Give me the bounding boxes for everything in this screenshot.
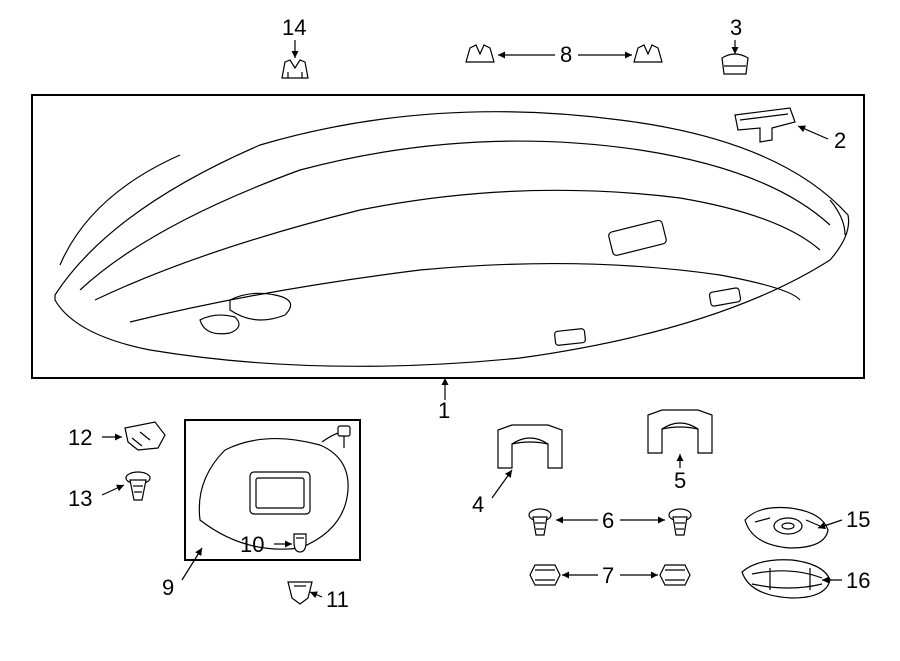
part-retainer-11: [288, 582, 312, 604]
part-bracket-2: [735, 108, 795, 142]
callout-9: 9: [162, 575, 174, 600]
callout-6: 6: [602, 508, 614, 533]
callout-1: 1: [438, 398, 450, 423]
part-nut-7-left: [530, 565, 560, 585]
part-grab-handle-left: [498, 425, 562, 468]
part-visor-clip-10: [294, 534, 306, 552]
parts-diagram: 1 2 3 4 5 6 7 8 9 10 11 12 13 14 15 16: [0, 0, 900, 661]
part-cap-3: [722, 54, 748, 74]
callout-16: 16: [846, 568, 870, 593]
callout-10: 10: [240, 532, 264, 557]
callout-3: 3: [730, 15, 742, 40]
part-nut-7-right: [660, 565, 690, 585]
part-sun-visor: [199, 426, 350, 549]
callout-12: 12: [68, 425, 92, 450]
callout-11: 11: [326, 587, 349, 612]
callout-8: 8: [560, 42, 572, 67]
callout-7: 7: [602, 563, 614, 588]
part-headliner: [55, 108, 849, 366]
part-grab-handle-right: [648, 410, 712, 453]
part-screw-13: [126, 472, 150, 500]
callout-15: 15: [846, 507, 870, 532]
callout-14: 14: [282, 15, 306, 40]
part-overhead-console: [745, 508, 828, 549]
part-bolt-6-right: [669, 509, 691, 535]
part-clip-8-left: [466, 45, 494, 62]
callout-2: 2: [834, 128, 846, 153]
callout-5: 5: [674, 468, 686, 493]
part-visor-support-clip: [125, 422, 165, 450]
part-clip-8-right: [634, 45, 662, 62]
part-clip-14: [282, 60, 308, 78]
callout-4: 4: [472, 492, 484, 517]
part-console-bezel: [742, 560, 830, 598]
callout-13: 13: [68, 486, 92, 511]
part-bolt-6-left: [529, 509, 551, 535]
